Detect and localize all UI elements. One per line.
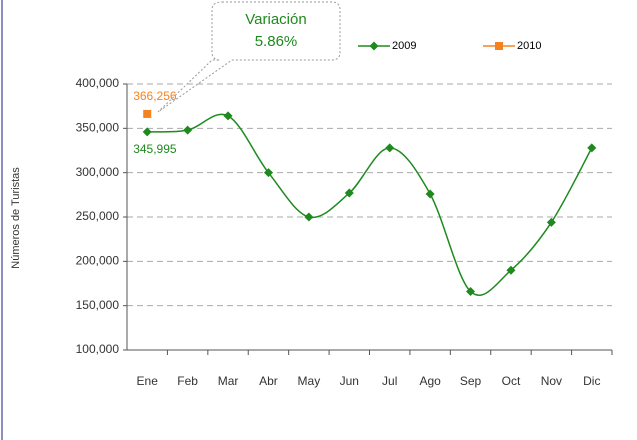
point (304, 212, 314, 222)
callout (157, 1, 341, 113)
point (385, 143, 395, 153)
y-tick-label: 350,000 (76, 121, 120, 135)
x-tick-label: Ago (419, 374, 441, 388)
data-label: 366,256 (133, 89, 177, 103)
x-tick-label: Jun (340, 374, 359, 388)
point (263, 168, 273, 178)
point (223, 111, 233, 121)
y-tick-label: 400,000 (76, 76, 120, 90)
y-axis-title: Números de Turistas (10, 167, 22, 269)
x-tick-label: Nov (541, 374, 562, 388)
x-tick-label: Feb (177, 374, 198, 388)
y-tick-label: 100,000 (76, 342, 120, 356)
x-tick-label: Abr (259, 374, 278, 388)
callout-title: Variación (245, 11, 306, 28)
x-tick-label: Jul (382, 374, 397, 388)
point (425, 189, 435, 199)
y-tick-label: 150,000 (76, 298, 120, 312)
x-tick-label: May (298, 374, 321, 388)
point (546, 217, 556, 227)
legend-label: 2009 (392, 40, 416, 52)
point (495, 42, 503, 50)
legend-label: 2010 (517, 40, 541, 52)
x-tick-label: Sep (460, 374, 482, 388)
point (344, 188, 354, 198)
point (466, 286, 476, 296)
point (143, 109, 152, 118)
point (183, 125, 193, 135)
callout-value: 5.86% (255, 33, 298, 50)
x-tick-label: Oct (502, 374, 521, 388)
y-tick-label: 300,000 (76, 165, 120, 179)
data-label: 345,995 (133, 142, 177, 156)
y-tick-label: 200,000 (76, 254, 120, 268)
x-tick-label: Ene (137, 374, 159, 388)
x-tick-label: Mar (218, 374, 239, 388)
point (142, 127, 152, 137)
point (506, 265, 516, 275)
x-tick-label: Dic (583, 374, 600, 388)
point (587, 143, 597, 153)
point (369, 41, 379, 51)
y-tick-label: 250,000 (76, 209, 120, 223)
